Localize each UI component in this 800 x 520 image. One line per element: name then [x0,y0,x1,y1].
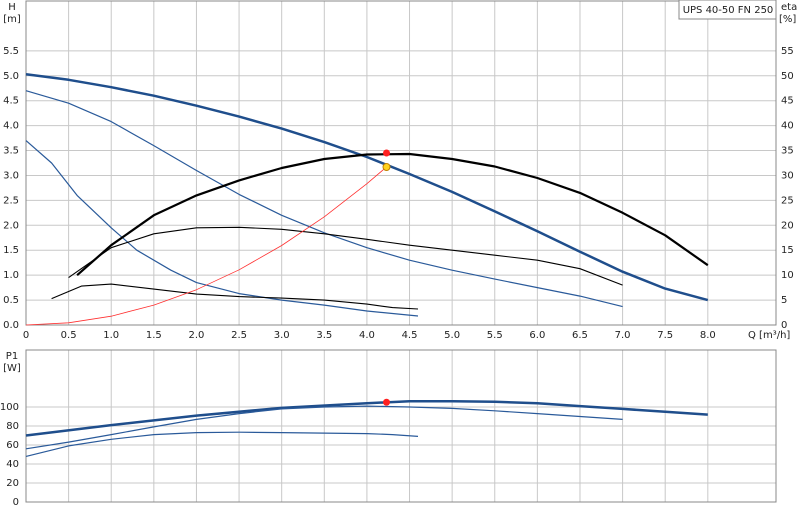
y-tick-label: 2.5 [3,195,19,206]
y2-tick-label: 5 [781,295,787,306]
x-tick-label: 7.0 [615,330,631,341]
curve [25,405,623,450]
x-tick-label: 0.5 [61,330,77,341]
y2-tick-label: 50 [781,71,794,82]
curve [68,226,623,286]
x-tick-label: 8.0 [700,330,716,341]
x-tick-label: 1.5 [146,330,162,341]
y-tick-label: 100 [0,402,19,413]
plot-frame [25,0,777,326]
plot-frame [25,349,777,503]
y-tick-label: 5.5 [3,46,19,57]
y2-tick-label: 35 [781,146,794,157]
x-tick-label: 4.0 [359,330,375,341]
y-tick-label: 0 [13,497,19,508]
y-tick-label: 20 [6,478,19,489]
y-axis-label: H [8,2,16,13]
y-tick-label: 3.5 [3,146,19,157]
x-axis-label: Q [m³/h] [748,330,790,341]
y-tick-label: 0.0 [3,320,19,331]
curve [25,73,709,302]
y2-tick-label: 10 [781,270,794,281]
curve [25,431,419,457]
y-tick-label: 1.5 [3,245,19,256]
curve [25,166,387,326]
x-tick-label: 6.0 [529,330,545,341]
operating-point [382,162,391,171]
y2-tick-label: 45 [781,96,794,107]
y-tick-label: 60 [6,440,19,451]
y-tick-label: 40 [6,459,19,470]
y-tick-label: 2.0 [3,220,19,231]
y2-tick-label: 30 [781,170,794,181]
y2-tick-label: 40 [781,121,794,132]
y-tick-label: 4.0 [3,121,19,132]
title-box [678,0,777,20]
x-tick-label: 0 [23,330,29,341]
x-tick-label: 5.0 [444,330,460,341]
x-tick-label: 7.5 [657,330,673,341]
curve [76,152,709,277]
y-tick-label: 5.0 [3,71,19,82]
y2-tick-label: 55 [781,46,794,57]
curve [25,140,419,317]
y-tick-label: 3.0 [3,170,19,181]
x-tick-label: 1.0 [103,330,119,341]
y2-tick-label: 15 [781,245,794,256]
x-tick-label: 2.0 [189,330,205,341]
operating-point [383,149,391,157]
curve [25,90,623,308]
y2-axis-unit: [%] [779,14,796,25]
y2-tick-label: 20 [781,220,794,231]
operating-point [383,398,391,406]
x-tick-label: 5.5 [487,330,503,341]
curve [25,400,708,437]
y-axis-label: P1 [6,351,18,362]
x-tick-label: 4.5 [402,330,418,341]
chart-title: UPS 40-50 FN 250 [683,5,774,16]
x-tick-label: 2.5 [231,330,247,341]
y2-tick-label: 0 [781,320,787,331]
x-tick-label: 3.0 [274,330,290,341]
y2-axis-label: eta [781,2,797,13]
y-tick-label: 80 [6,421,19,432]
y-tick-label: 1.0 [3,270,19,281]
y-axis-unit: [W] [3,363,21,374]
y-tick-label: 0.5 [3,295,19,306]
curve [51,283,419,310]
y-tick-label: 4.5 [3,96,19,107]
y2-tick-label: 25 [781,195,794,206]
x-tick-label: 6.5 [572,330,588,341]
y-axis-unit: [m] [3,14,21,25]
x-tick-label: 3.5 [316,330,332,341]
